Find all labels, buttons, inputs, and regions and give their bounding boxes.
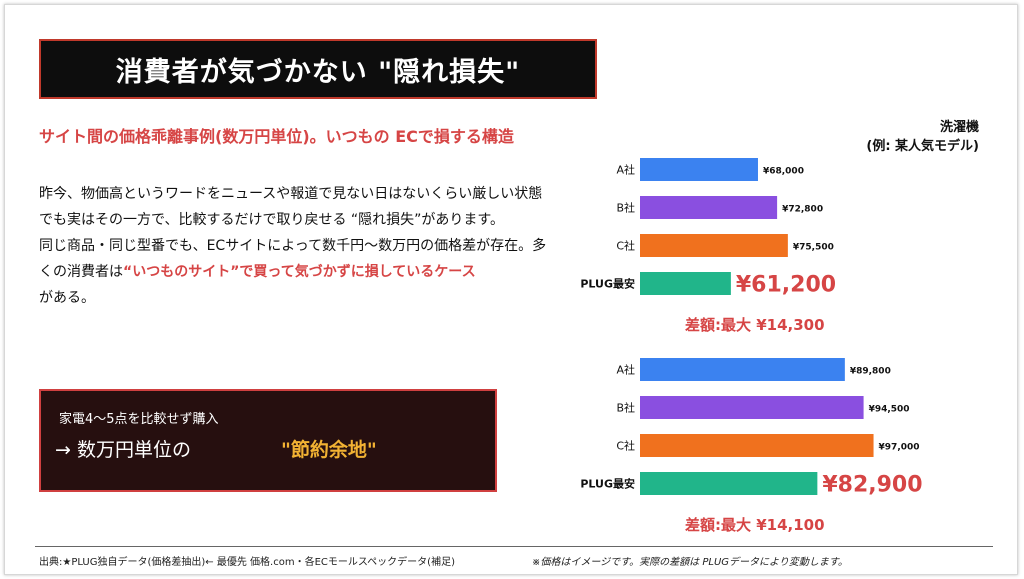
callout-line-2: → 数万円単位の	[55, 439, 191, 461]
bar-1-4	[640, 272, 731, 295]
value-label: ¥75,500	[793, 243, 834, 253]
price-difference-label: 差額:最大 ¥14,300	[685, 316, 825, 334]
plug-price-label: ¥61,200	[736, 273, 836, 298]
category-label: A社	[616, 163, 635, 177]
chart-title: 洗濯機 (例: 某人気モデル)	[866, 118, 979, 156]
plug-price-label: ¥82,900	[822, 473, 922, 498]
value-label: ¥72,800	[782, 205, 823, 215]
bar-2-2	[640, 396, 864, 419]
bar-2-1	[640, 358, 845, 381]
footer-divider	[35, 546, 993, 547]
category-label: A社	[616, 363, 635, 377]
body-text: 昨今、物価高というワードをニュースや報道で見ない日はないくらい厳しい状態 でも実…	[39, 181, 559, 311]
price-bar-charts: A社 ¥68,000 B社 ¥72,800 C社 ¥75,500 PLUG最安 ¥61,200…	[580, 158, 923, 534]
slide: 消費者が気づかない "隠れ損失" サイト間の価格乖離事例(数万円単位)。いつもの…	[4, 4, 1018, 575]
category-label: C社	[616, 239, 635, 253]
chart-title-line-2: (例: 某人気モデル)	[866, 139, 979, 154]
page-title: 消費者が気づかない "隠れ損失"	[115, 56, 521, 88]
body-paragraph-1: 昨今、物価高というワードをニュースや報道で見ない日はないくらい厳しい状態	[39, 186, 543, 202]
footer-source: 出典:★PLUG独自データ(価格差抽出)← 最優先 価格.com・各ECモールス…	[39, 557, 455, 568]
category-label: B社	[616, 401, 635, 415]
bar-1-3	[640, 234, 788, 257]
footer-note: ※価格はイメージです。実際の差額は PLUGデータにより変動します。	[532, 557, 848, 568]
category-label: PLUG最安	[580, 277, 635, 291]
body-paragraph-2: でも実はその一方で、比較するだけで取り戻せる “隠れ損失”があります。	[39, 212, 504, 228]
body-highlight: “いつものサイト”で買って気づかずに損しているケース	[123, 264, 476, 280]
body-paragraph-3-end: がある。	[39, 290, 95, 306]
category-label: PLUG最安	[580, 477, 635, 491]
body-paragraph-3: 同じ商品・同じ型番でも、ECサイトによって数千円〜数万円の価格差が存在。多くの消…	[39, 233, 559, 311]
category-label: C社	[616, 439, 635, 453]
title-banner: 消費者が気づかない "隠れ損失"	[39, 39, 597, 99]
bar-1-1	[640, 158, 758, 181]
body-paragraph-3-start: 同じ商品・同じ型番でも、ECサイトによって数千円〜数万円の価格差が存在。多くの消…	[39, 238, 547, 280]
price-difference-label: 差額:最大 ¥14,100	[685, 516, 825, 534]
value-label: ¥97,000	[879, 443, 920, 453]
callout-box: 家電4〜5点を比較せず購入 → 数万円単位の "節約余地"	[39, 389, 497, 492]
bar-1-2	[640, 196, 778, 219]
callout-highlight: "節約余地"	[281, 439, 377, 461]
value-label: ¥94,500	[869, 405, 910, 415]
category-label: B社	[616, 201, 635, 215]
chart-title-line-1: 洗濯機	[939, 120, 979, 135]
bar-2-4	[640, 472, 818, 495]
value-label: ¥68,000	[763, 167, 804, 177]
bar-2-3	[640, 434, 874, 457]
callout-line-1: 家電4〜5点を比較せず購入	[59, 412, 219, 427]
subtitle: サイト間の価格乖離事例(数万円単位)。いつもの ECで損する構造	[39, 127, 514, 146]
value-label: ¥89,800	[850, 367, 891, 377]
